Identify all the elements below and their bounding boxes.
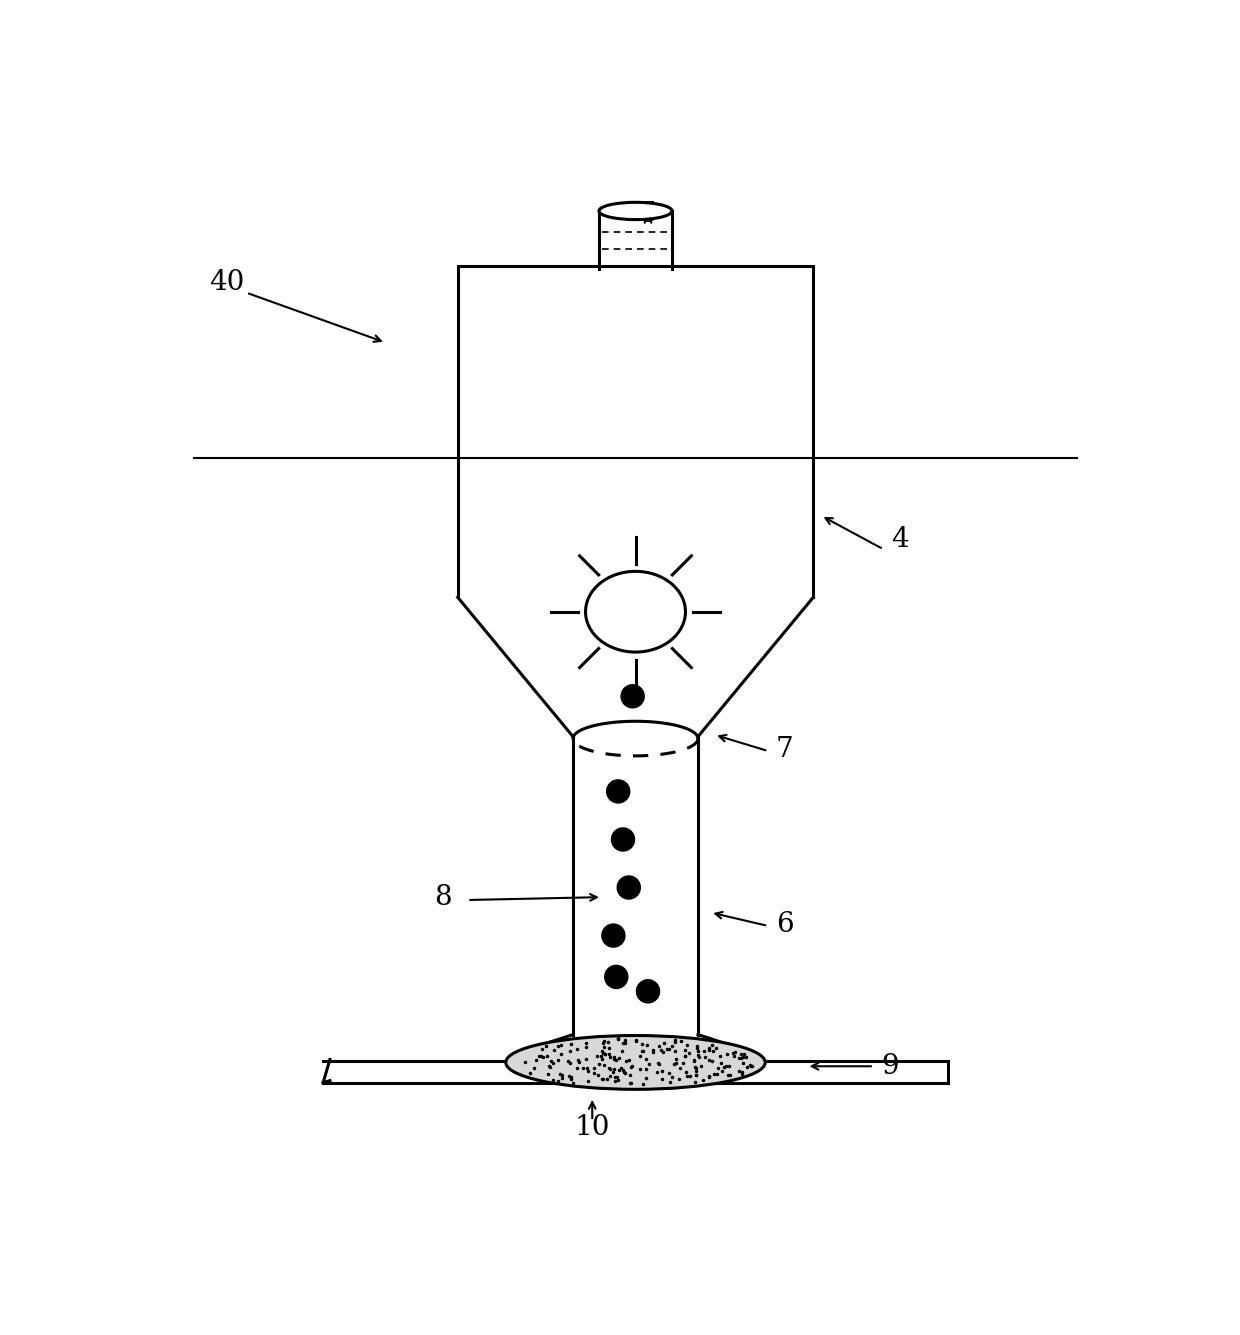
Circle shape (606, 780, 630, 802)
Text: 6: 6 (776, 910, 794, 937)
Ellipse shape (585, 571, 686, 651)
Text: 7: 7 (775, 736, 794, 762)
Circle shape (601, 924, 625, 947)
Text: 10: 10 (574, 1115, 610, 1141)
Text: 9: 9 (882, 1053, 899, 1080)
Circle shape (611, 828, 635, 850)
Circle shape (605, 965, 627, 988)
Ellipse shape (506, 1036, 765, 1089)
Ellipse shape (599, 203, 672, 220)
Circle shape (621, 685, 644, 708)
Text: 8: 8 (434, 884, 453, 910)
Circle shape (636, 980, 660, 1003)
Circle shape (618, 876, 640, 898)
Text: 4: 4 (892, 526, 909, 553)
Text: 5: 5 (639, 202, 657, 228)
Text: 40: 40 (210, 268, 244, 295)
